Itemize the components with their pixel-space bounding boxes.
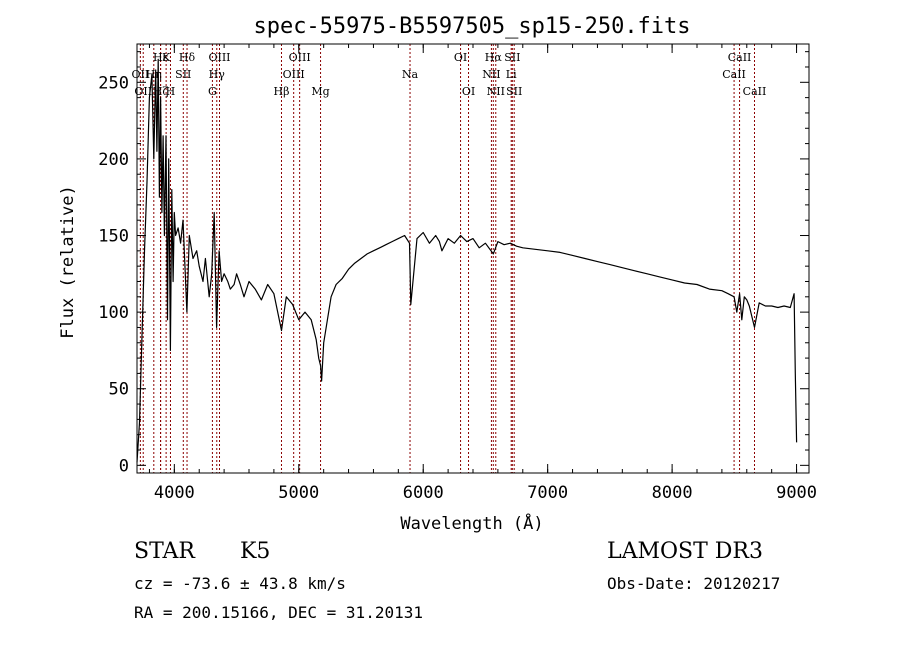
y-tick-label: 0 bbox=[119, 456, 129, 476]
spectral-line-label: OIII bbox=[283, 68, 305, 81]
observation-date: Obs-Date: 20120217 bbox=[607, 574, 781, 593]
spectral-line-label: Hγ bbox=[209, 68, 226, 81]
object-class: STAR bbox=[134, 539, 195, 564]
plot-frame bbox=[136, 43, 810, 474]
spectral-line-label: CaII bbox=[728, 51, 752, 64]
x-tick-label: 7000 bbox=[527, 483, 568, 503]
spectral-line-label: SII bbox=[175, 68, 191, 81]
y-tick-label: 250 bbox=[98, 73, 129, 93]
spectral-line-label: OIII bbox=[289, 51, 311, 64]
x-tick-label: 5000 bbox=[278, 483, 319, 503]
spectral-line-label: G bbox=[208, 85, 217, 98]
y-axis-label: Flux (relative) bbox=[58, 185, 78, 339]
spectral-line-label: Hε bbox=[153, 51, 169, 64]
spectral-line-label: H bbox=[166, 85, 176, 98]
spectral-line-label: SII bbox=[506, 85, 522, 98]
spectral-line-label: CaII bbox=[743, 85, 767, 98]
spectral-line-label: NII bbox=[487, 85, 505, 98]
chart-title: spec-55975-B5597505_sp15-250.fits bbox=[253, 14, 690, 39]
spectral-line-label: OII bbox=[134, 85, 152, 98]
survey-name: LAMOST DR3 bbox=[607, 539, 763, 564]
y-tick-label: 100 bbox=[98, 303, 129, 323]
spectral-line-label: Hα bbox=[485, 51, 503, 64]
spectral-line-labels: HεOIIOIIHηKHHζSIIHδGHγOIIIHβOIIIOIIIMgNa… bbox=[132, 51, 767, 98]
spectral-line-label: SII bbox=[504, 51, 520, 64]
x-axis: 4000 5000 6000 7000 8000 9000 bbox=[148, 44, 817, 503]
spectral-line-label: OII bbox=[132, 68, 150, 81]
spectral-line-label: CaII bbox=[722, 68, 746, 81]
y-tick-label: 50 bbox=[109, 380, 129, 400]
spectral-line-label: Hδ bbox=[179, 51, 196, 64]
spectral-line-label: NII bbox=[482, 68, 500, 81]
x-tick-label: 8000 bbox=[652, 483, 693, 503]
x-tick-label: 9000 bbox=[776, 483, 817, 503]
spectral-line-markers bbox=[139, 44, 755, 473]
x-tick-label: 6000 bbox=[403, 483, 444, 503]
spectral-line-label: OI bbox=[462, 85, 475, 98]
y-axis: 0 50 100 150 200 250 bbox=[98, 51, 809, 476]
spectral-line-label: Hη bbox=[146, 68, 162, 81]
spectral-line-label: OIII bbox=[208, 51, 230, 64]
x-axis-label: Wavelength (Å) bbox=[400, 512, 543, 534]
spectral-line-label: Na bbox=[402, 68, 419, 81]
y-tick-label: 200 bbox=[98, 150, 129, 170]
y-tick-label: 150 bbox=[98, 227, 129, 247]
redshift-velocity: cz = -73.6 ± 43.8 km/s bbox=[134, 574, 346, 593]
spectral-line-label: Hζ bbox=[153, 85, 169, 98]
spectral-line-label: Li bbox=[506, 68, 517, 81]
spectral-line-label: OI bbox=[454, 51, 467, 64]
object-subclass: K5 bbox=[240, 539, 271, 564]
spectrum-series bbox=[136, 58, 798, 463]
coordinates: RA = 200.15166, DEC = 31.20131 bbox=[134, 603, 423, 622]
spectral-line-label: Mg bbox=[311, 85, 329, 98]
spectral-line-label: Hβ bbox=[274, 85, 290, 98]
spectral-line-label: K bbox=[162, 51, 171, 64]
x-tick-label: 4000 bbox=[154, 483, 195, 503]
